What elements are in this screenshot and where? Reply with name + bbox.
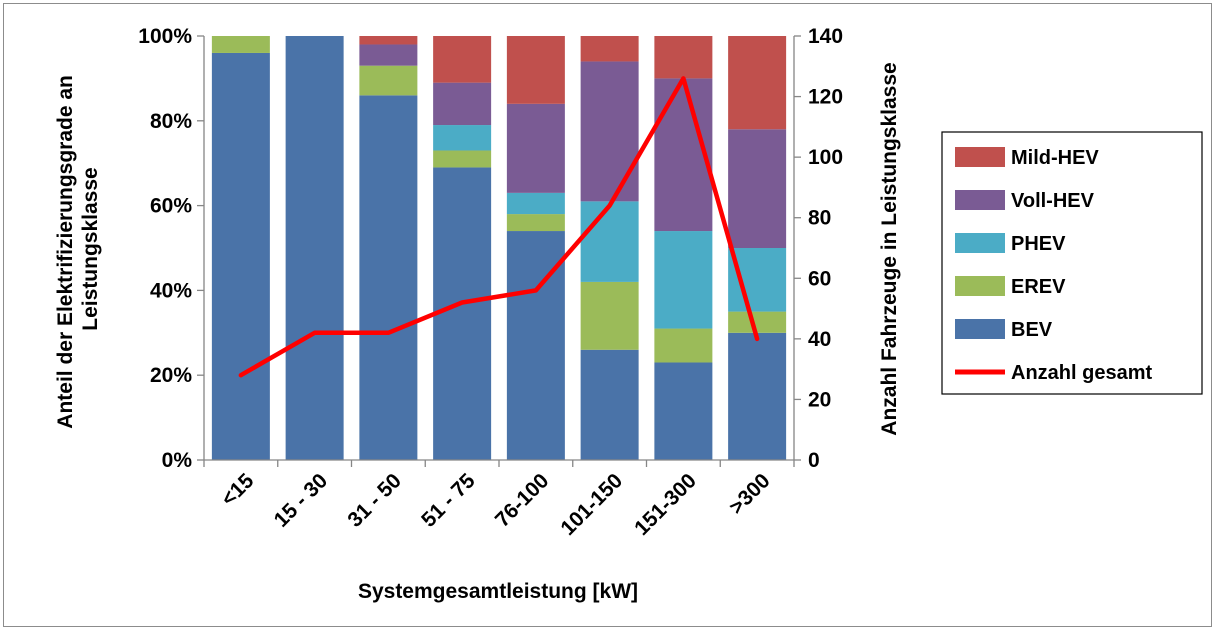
x-tick-label: 76-100 bbox=[491, 469, 554, 532]
legend-label-erev: EREV bbox=[1011, 276, 1066, 298]
legend: Mild-HEV Voll-HEV PHEV EREV BEV Anzahl gesamt bbox=[942, 132, 1202, 394]
x-tick-label: 31 - 50 bbox=[343, 469, 406, 532]
x-tick-label: <15 bbox=[217, 469, 259, 511]
y-right-tick-label: 40 bbox=[808, 328, 831, 351]
x-axis-title: Systemgesamtleistung [kW] bbox=[358, 580, 638, 603]
bar-phev-4 bbox=[507, 193, 565, 214]
legend-label-mild-hev: Mild-HEV bbox=[1011, 147, 1099, 169]
legend-label-anzahl-gesamt: Anzahl gesamt bbox=[1011, 362, 1152, 384]
bar-mild-hev-4 bbox=[507, 36, 565, 104]
legend-label-bev: BEV bbox=[1011, 319, 1053, 341]
y-right-tick-label: 80 bbox=[808, 207, 831, 230]
legend-swatch-mild-hev bbox=[955, 147, 1005, 167]
bar-phev-6 bbox=[654, 231, 712, 329]
y-axis-title-line-2: Leistungsklasse bbox=[79, 167, 102, 330]
stacked-bar-line-chart: 0% 20% 40% 60% 80% 100% 0 20 40 60 80 100 120 140 <15 1… bbox=[4, 4, 1213, 628]
bar-erev-7 bbox=[728, 312, 786, 333]
legend-swatch-phev bbox=[955, 233, 1005, 253]
bar-mild-hev-2 bbox=[359, 36, 417, 44]
bar-erev-5 bbox=[581, 282, 639, 350]
bar-phev-5 bbox=[581, 201, 639, 282]
y-right-tick-label: 140 bbox=[808, 25, 843, 48]
y-axis-title: Anteil der Elektrifizierungsgrade an Lei… bbox=[54, 69, 102, 428]
bar-bev-5 bbox=[581, 350, 639, 460]
y-left-tick-label: 60% bbox=[150, 195, 192, 218]
bar-bev-7 bbox=[728, 333, 786, 460]
bar-voll-hev-2 bbox=[359, 44, 417, 65]
x-tick-label: 151-300 bbox=[630, 469, 701, 540]
x-tick-label: 15 - 30 bbox=[270, 469, 333, 532]
bar-phev-7 bbox=[728, 248, 786, 312]
legend-label-phev: PHEV bbox=[1011, 233, 1066, 255]
legend-swatch-erev bbox=[955, 276, 1005, 296]
y-axis-right-title: Anzahl Fahrzeuge in Leistungsklasse bbox=[878, 62, 901, 435]
bar-erev-2 bbox=[359, 66, 417, 96]
y-axis-title-line-1: Anteil der Elektrifizierungsgrade an bbox=[54, 75, 77, 429]
bar-voll-hev-3 bbox=[433, 83, 491, 125]
bar-erev-6 bbox=[654, 329, 712, 363]
bar-bev-0 bbox=[212, 53, 270, 460]
y-right-tick-label: 0 bbox=[808, 449, 820, 472]
y-left-tick-label: 100% bbox=[138, 25, 192, 48]
legend-box bbox=[942, 132, 1202, 394]
bar-mild-hev-3 bbox=[433, 36, 491, 83]
chart-frame: 0% 20% 40% 60% 80% 100% 0 20 40 60 80 100 120 140 <15 1… bbox=[3, 3, 1212, 627]
bar-bev-6 bbox=[654, 362, 712, 460]
bar-erev-3 bbox=[433, 150, 491, 167]
bar-erev-4 bbox=[507, 214, 565, 231]
legend-swatch-voll-hev bbox=[955, 190, 1005, 210]
x-tick-label: 101-150 bbox=[556, 469, 627, 540]
y-right-tick-label: 100 bbox=[808, 146, 843, 169]
y-left-tick-label: 40% bbox=[150, 279, 192, 302]
y-right-tick-label: 120 bbox=[808, 86, 843, 109]
y-left-tick-label: 20% bbox=[150, 364, 192, 387]
bar-voll-hev-7 bbox=[728, 129, 786, 248]
y-left-tick-label: 0% bbox=[162, 449, 193, 472]
bar-mild-hev-5 bbox=[581, 36, 639, 61]
y-right-tick-label: 60 bbox=[808, 267, 831, 290]
bar-erev-0 bbox=[212, 36, 270, 53]
bars-layer bbox=[212, 36, 786, 460]
x-tick-label: 51 - 75 bbox=[417, 469, 480, 532]
bar-mild-hev-7 bbox=[728, 36, 786, 129]
legend-label-voll-hev: Voll-HEV bbox=[1011, 190, 1095, 212]
y-left-tick-label: 80% bbox=[150, 110, 192, 133]
bar-mild-hev-6 bbox=[654, 36, 712, 78]
y-right-tick-label: 20 bbox=[808, 388, 831, 411]
bar-bev-2 bbox=[359, 95, 417, 460]
bar-voll-hev-4 bbox=[507, 104, 565, 193]
bar-phev-3 bbox=[433, 125, 491, 150]
bar-bev-3 bbox=[433, 167, 491, 460]
bar-bev-1 bbox=[286, 36, 344, 460]
legend-swatch-bev bbox=[955, 319, 1005, 339]
bar-voll-hev-5 bbox=[581, 61, 639, 201]
x-tick-label: >300 bbox=[725, 469, 775, 519]
